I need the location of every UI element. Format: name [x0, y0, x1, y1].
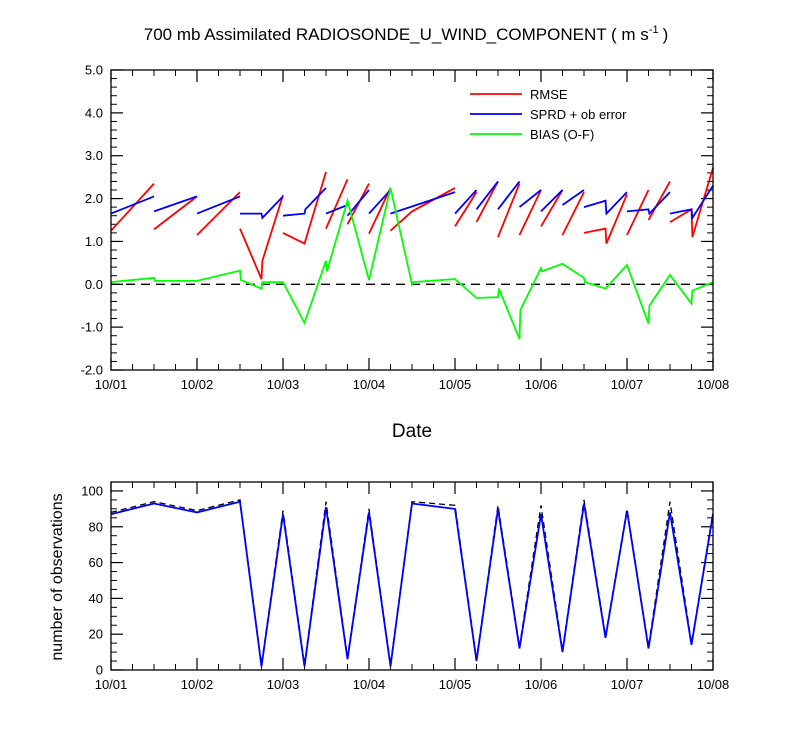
sprd-ob-error-line-segment [110, 195, 155, 215]
top-y-tick-label: 0.0 [85, 277, 103, 292]
top-y-tick-label: 2.0 [85, 191, 103, 206]
legend-label-sprd-ob-error: SPRD + ob error [530, 107, 627, 122]
top-y-tick-label: -1.0 [81, 320, 103, 335]
sprd-ob-error-line-segment [518, 189, 542, 208]
sprd-ob-error-line-segment [583, 191, 628, 216]
top-x-tick-label: 10/07 [611, 377, 644, 392]
top-x-tick-label: 10/08 [697, 377, 730, 392]
sprd-ob-error-line-segment [626, 191, 671, 216]
top-x-tick-label: 10/01 [95, 377, 128, 392]
chart-title: 700 mb Assimilated RADIOSONDE_U_WIND_COM… [144, 24, 669, 44]
sprd-ob-error-line-segment [561, 189, 585, 206]
rmse-line-segment [454, 191, 478, 227]
sprd-ob-error-line-segment [153, 195, 198, 213]
rmse-line-segment [669, 167, 714, 238]
bottom-x-tick-label: 10/04 [353, 677, 386, 692]
observations-used-line [110, 500, 714, 667]
sprd-ob-error-line-segment [454, 189, 478, 215]
rmse-line-segment [647, 180, 671, 221]
rmse-line-segment [626, 189, 650, 236]
top-y-tick-label: -2.0 [81, 363, 103, 378]
x-axis-title: Date [392, 421, 432, 442]
top-y-tick-labels: -2.0 -1.0 0.0 1.0 2.0 3.0 4.0 5.0 [81, 63, 103, 378]
rmse-line-segment [540, 189, 564, 227]
top-y-tick-label: 1.0 [85, 234, 103, 249]
bottom-y-tick-label: 100 [81, 483, 103, 498]
top-x-tick-label: 10/06 [525, 377, 558, 392]
rmse-line-segment [389, 187, 456, 232]
top-axis-ticks [110, 69, 714, 371]
bottom-y-tick-label: 60 [89, 555, 103, 570]
bottom-x-tick-label: 10/01 [95, 677, 128, 692]
sprd-ob-error-line-segment [368, 189, 392, 215]
bottom-x-tick-label: 10/03 [267, 677, 300, 692]
bottom-plot-frame [110, 481, 714, 671]
rmse-line-segment [325, 178, 349, 229]
sprd-ob-error-line-segment [390, 191, 456, 215]
sprd-ob-error-line-segment [669, 185, 714, 221]
sprd-ob-error-line-segment [325, 204, 348, 215]
sprd-ob-error-line-segment [475, 180, 499, 210]
bottom-x-tick-label: 10/07 [611, 677, 644, 692]
top-x-tick-labels: 10/01 10/02 10/03 10/04 10/05 10/06 10/07 10/08 [95, 377, 730, 392]
rmse-line-segment [368, 187, 392, 235]
bottom-y-tick-label: 40 [89, 591, 103, 606]
bias-o-f-line-segment [110, 187, 714, 340]
rmse-line-segment [475, 180, 499, 223]
rmse-line-segment [110, 182, 155, 232]
bottom-x-tick-label: 10/06 [525, 677, 558, 692]
top-y-tick-label: 4.0 [85, 105, 103, 120]
bottom-y-tick-labels: 0 20 40 60 80 100 [81, 483, 103, 677]
legend-label-bias-o-f: BIAS (O-F) [530, 127, 594, 142]
bottom-x-tick-labels: 10/01 10/02 10/03 10/04 10/05 10/06 10/07 10/08 [95, 677, 730, 692]
top-x-tick-label: 10/03 [267, 377, 300, 392]
sprd-ob-error-line-segment [196, 195, 241, 215]
top-series-lines [110, 167, 714, 340]
top-y-tick-label: 3.0 [85, 148, 103, 163]
bottom-y-tick-label: 0 [96, 663, 103, 678]
bottom-x-tick-label: 10/02 [181, 677, 214, 692]
top-x-tick-label: 10/05 [439, 377, 472, 392]
legend: RMSE SPRD + ob error BIAS (O-F) [470, 87, 627, 142]
rmse-line-segment [561, 191, 585, 236]
rmse-line-segment [282, 171, 327, 245]
legend-label-rmse: RMSE [530, 87, 568, 102]
sprd-ob-error-line-segment [497, 180, 521, 210]
sprd-ob-error-line-segment [282, 187, 327, 217]
sprd-ob-error-line-segment [540, 189, 564, 213]
top-x-tick-label: 10/04 [353, 377, 386, 392]
rmse-line-segment [583, 193, 628, 244]
top-plot-frame [110, 69, 714, 371]
top-chart-panel: -2.0-1.00.01.02.03.04.05.0 10/01 10/02 10/… [81, 63, 730, 443]
sprd-ob-error-line-segment [240, 195, 284, 220]
y-axis-title-observations: number of observations [49, 493, 66, 660]
bottom-x-tick-label: 10/08 [697, 677, 730, 692]
top-x-tick-label: 10/02 [181, 377, 214, 392]
top-y-tick-label: 5.0 [85, 63, 103, 78]
bottom-y-tick-label: 20 [89, 627, 103, 642]
bottom-series-lines [110, 499, 714, 667]
observations-possible-line [110, 499, 714, 665]
rmse-line-segment [239, 194, 284, 280]
rmse-line-segment [497, 183, 521, 238]
bottom-x-tick-label: 10/05 [439, 677, 472, 692]
rmse-line-segment [518, 189, 542, 236]
bottom-y-tick-label: 80 [89, 519, 103, 534]
rmse-line-segment [153, 195, 198, 231]
